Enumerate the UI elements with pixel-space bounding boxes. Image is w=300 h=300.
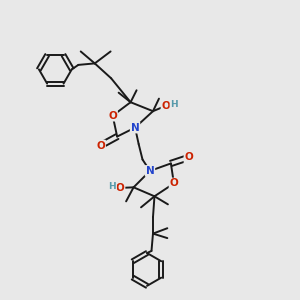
Text: H: H xyxy=(109,182,116,191)
Text: O: O xyxy=(108,111,117,121)
Text: N: N xyxy=(131,123,140,133)
Text: O: O xyxy=(96,140,105,151)
Text: O: O xyxy=(184,152,193,163)
Text: N: N xyxy=(146,166,154,176)
Text: O: O xyxy=(116,183,124,193)
Text: O: O xyxy=(161,101,170,111)
Text: O: O xyxy=(169,178,178,188)
Text: H: H xyxy=(170,100,178,109)
